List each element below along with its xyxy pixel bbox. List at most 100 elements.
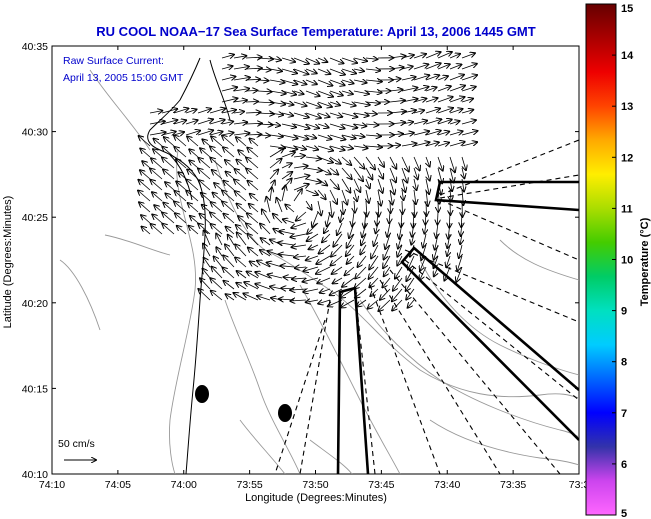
current-vector xyxy=(401,122,413,124)
current-vector xyxy=(233,56,246,58)
current-vector xyxy=(235,244,247,257)
current-vector xyxy=(293,68,308,74)
current-vector xyxy=(384,244,391,259)
transect-outlines xyxy=(336,180,579,474)
current-vector xyxy=(393,277,403,291)
current-vector xyxy=(426,189,428,206)
current-vector xyxy=(425,211,426,224)
current-vector xyxy=(197,119,213,125)
current-vector xyxy=(461,87,476,92)
current-vector xyxy=(341,167,352,179)
current-vector xyxy=(245,68,262,69)
current-vector xyxy=(291,222,307,228)
current-vector xyxy=(389,167,396,182)
current-vector xyxy=(154,205,163,213)
current-vector xyxy=(392,299,403,311)
current-vector xyxy=(413,99,426,103)
current-annotation-line1: Raw Surface Current: xyxy=(63,55,164,67)
current-vector xyxy=(355,266,367,279)
x-tick-label: 74:00 xyxy=(171,479,197,491)
current-vector xyxy=(293,102,307,106)
current-vector xyxy=(174,136,187,147)
current-vector xyxy=(413,156,420,170)
current-vector xyxy=(401,77,416,80)
current-vector xyxy=(329,145,345,150)
current-vector xyxy=(173,120,186,124)
current-vector xyxy=(449,109,463,114)
current-vector xyxy=(414,189,416,204)
current-vector xyxy=(447,233,450,248)
colorbar-tick-label: 9 xyxy=(621,306,627,318)
current-vector xyxy=(437,120,452,125)
current-vector xyxy=(139,136,151,147)
current-vector xyxy=(186,180,199,191)
colorbar-tick-label: 7 xyxy=(621,408,627,420)
current-vector xyxy=(162,147,175,158)
current-vector xyxy=(176,159,187,169)
current-vector xyxy=(317,134,331,139)
current-vector xyxy=(389,111,406,113)
current-vector xyxy=(411,233,414,245)
colorbar-tick-label: 12 xyxy=(621,152,633,164)
current-vector xyxy=(233,133,249,135)
current-vector xyxy=(450,189,451,201)
current-vector xyxy=(149,111,162,113)
current-vector xyxy=(425,63,441,70)
colorbar-tick-label: 13 xyxy=(621,101,633,113)
current-vector xyxy=(138,180,151,191)
current-vector xyxy=(329,189,337,204)
current-vector xyxy=(425,87,437,91)
current-vector xyxy=(378,299,391,311)
current-vector xyxy=(149,121,165,124)
current-vector xyxy=(307,233,319,241)
current-vector xyxy=(281,135,298,138)
current-vector xyxy=(317,145,333,151)
colorbar-ticks: 15 14 13 12 11 10 9 8 7 6 5 xyxy=(612,3,634,519)
current-vector xyxy=(281,146,297,149)
x-tick-label: 73:35 xyxy=(500,479,526,491)
current-vector xyxy=(365,156,375,169)
current-vector xyxy=(413,54,426,59)
current-vector xyxy=(293,184,309,191)
current-vector xyxy=(347,255,355,264)
current-vector xyxy=(447,244,450,256)
current-vector xyxy=(449,65,461,70)
current-vector xyxy=(236,225,247,235)
current-vector xyxy=(245,90,257,91)
current-vector xyxy=(461,131,477,136)
current-vector xyxy=(221,66,233,69)
current-vector xyxy=(345,266,355,275)
current-vector xyxy=(358,255,367,267)
current-vector xyxy=(425,98,438,102)
current-vector xyxy=(154,139,163,147)
current-vector xyxy=(175,213,187,224)
current-vector xyxy=(237,233,247,246)
current-vector xyxy=(426,178,429,194)
current-vector xyxy=(257,80,268,81)
current-vector xyxy=(290,234,307,237)
current-vector xyxy=(293,146,306,149)
current-vector xyxy=(269,135,283,137)
y-axis-ticks: 40:35 40:30 40:25 40:20 40:15 40:10 xyxy=(22,41,579,481)
colorbar-tick-label: 11 xyxy=(621,203,633,215)
current-vector xyxy=(222,191,235,202)
current-vector xyxy=(269,113,283,115)
current-vector xyxy=(341,288,355,298)
current-vector xyxy=(341,189,347,205)
current-vector xyxy=(327,211,330,226)
current-vector xyxy=(221,87,237,92)
current-vector xyxy=(401,99,418,102)
current-vector xyxy=(197,130,213,136)
current-vector xyxy=(246,224,259,235)
current-vector xyxy=(353,58,367,61)
current-vector xyxy=(248,248,259,257)
current-vector xyxy=(281,266,295,267)
current-vector xyxy=(366,178,370,188)
current-vector xyxy=(236,283,247,290)
current-vector xyxy=(249,204,259,213)
current-vector xyxy=(233,112,244,114)
colorbar-tick-label: 15 xyxy=(621,3,633,15)
current-vector xyxy=(413,142,430,147)
current-vector xyxy=(312,211,319,227)
